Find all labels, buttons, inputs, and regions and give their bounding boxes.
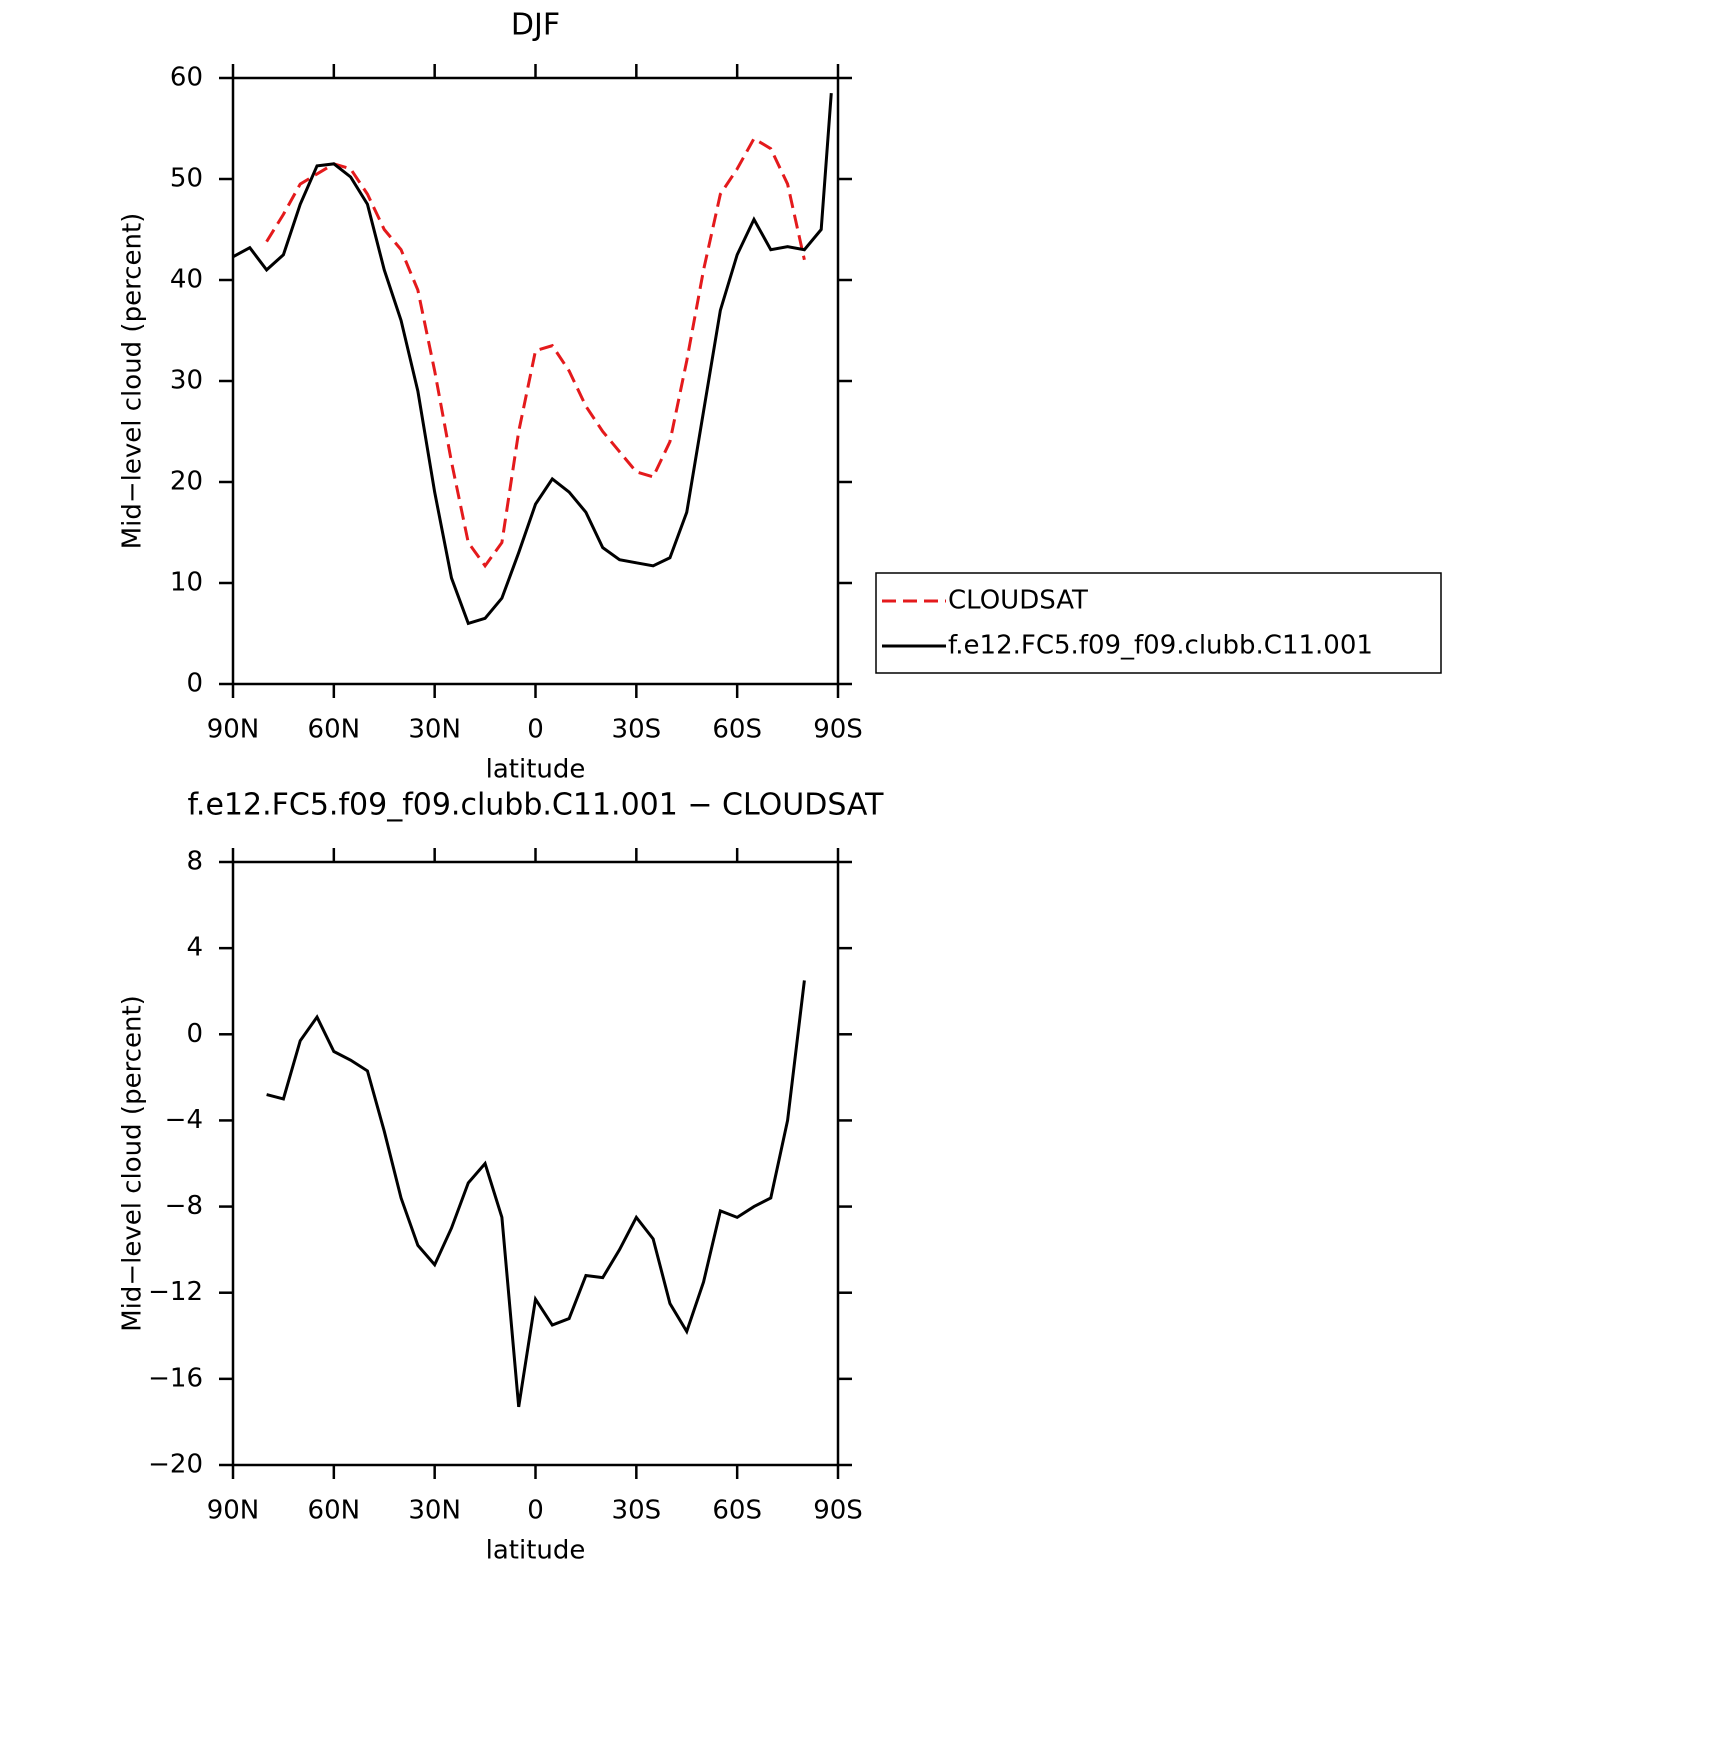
series-line xyxy=(232,93,833,626)
x-tick-label: 30S xyxy=(612,1496,662,1526)
chart-title: DJF xyxy=(511,8,560,43)
y-tick-label: −8 xyxy=(165,1191,203,1221)
y-tick-label: 10 xyxy=(170,568,203,598)
y-axis-label: Mid−level cloud (percent) xyxy=(118,995,148,1332)
x-tick-label: 90N xyxy=(207,1496,260,1526)
x-tick-label: 90S xyxy=(813,1496,863,1526)
x-tick-label: 90S xyxy=(813,715,863,745)
series-line xyxy=(266,980,806,1408)
y-tick-label: 0 xyxy=(186,1019,203,1049)
y-tick-label: −16 xyxy=(148,1363,203,1393)
y-tick-label: 40 xyxy=(170,265,203,295)
x-tick-label: 0 xyxy=(527,715,544,745)
chart-title: f.e12.FC5.f09_f09.clubb.C11.001 − CLOUDS… xyxy=(188,788,885,823)
x-tick-label: 30N xyxy=(408,1496,461,1526)
y-tick-label: 8 xyxy=(186,847,203,877)
x-tick-label: 30S xyxy=(612,715,662,745)
x-axis-label: latitude xyxy=(486,755,586,785)
y-tick-label: 4 xyxy=(186,933,203,963)
legend-label: f.e12.FC5.f09_f09.clubb.C11.001 xyxy=(948,631,1373,661)
y-tick-label: −12 xyxy=(148,1277,203,1307)
y-axis-label: Mid−level cloud (percent) xyxy=(118,213,148,550)
y-tick-label: −4 xyxy=(165,1105,203,1135)
x-tick-label: 90N xyxy=(207,715,260,745)
y-tick-label: 50 xyxy=(170,164,203,194)
y-tick-label: 30 xyxy=(170,366,203,396)
x-tick-label: 60N xyxy=(308,715,361,745)
x-tick-label: 60S xyxy=(712,715,762,745)
legend-box xyxy=(875,572,1442,674)
x-tick-label: 0 xyxy=(527,1496,544,1526)
y-tick-label: 60 xyxy=(170,63,203,93)
y-tick-label: 0 xyxy=(186,669,203,699)
x-tick-label: 30N xyxy=(408,715,461,745)
plot-frame xyxy=(231,860,840,1467)
y-tick-label: −20 xyxy=(148,1450,203,1480)
legend-label: CLOUDSAT xyxy=(948,586,1088,616)
x-tick-label: 60S xyxy=(712,1496,762,1526)
x-tick-label: 60N xyxy=(308,1496,361,1526)
y-tick-label: 20 xyxy=(170,467,203,497)
series-line xyxy=(265,136,806,569)
x-axis-label: latitude xyxy=(486,1536,586,1566)
